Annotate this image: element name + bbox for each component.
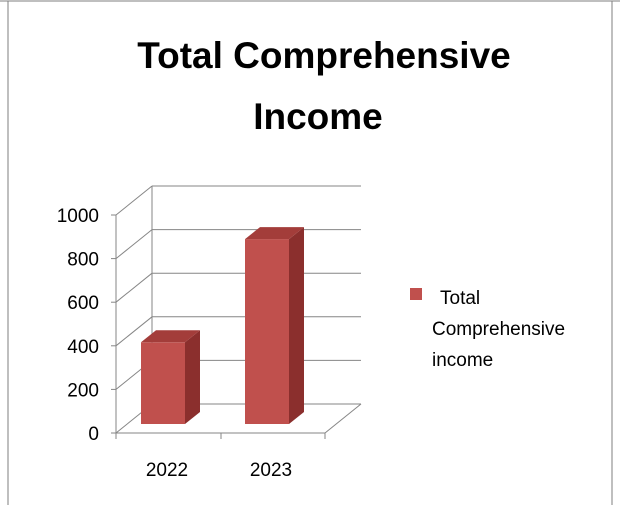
y-tick-label-600: 600 [67, 293, 99, 314]
y-axis-ticks: 0 200 400 600 800 1000 [57, 206, 116, 445]
bar-front-2022 [141, 342, 185, 424]
floor-right-edge [324, 403, 362, 434]
x-axis-ticks: 2022 2023 [115, 433, 326, 481]
bar-top-2023 [245, 227, 304, 240]
legend-label-line-1: Total [440, 288, 480, 309]
gridline-side-1000 [115, 185, 153, 216]
x-tick-label-2023: 2023 [250, 460, 292, 481]
chart-title-line-2: Income [253, 96, 383, 137]
gridline-side-400 [115, 316, 153, 347]
bar-top-2022 [141, 330, 200, 343]
legend-label-line-3: income [432, 350, 493, 371]
chart-title-line-1: Total Comprehensive [137, 35, 511, 76]
gridline-side-600 [115, 272, 153, 303]
bar-front-2023 [245, 239, 289, 424]
legend: Total Comprehensive income [410, 288, 565, 371]
y-tick-label-200: 200 [67, 380, 99, 401]
y-tick-label-800: 800 [67, 250, 99, 271]
bar-side-2023 [289, 227, 304, 424]
y-tick-label-0: 0 [88, 424, 99, 445]
bar-side-2022 [185, 330, 200, 424]
gridline-side-800 [115, 229, 153, 259]
bars [141, 227, 304, 424]
x-tick-label-2022: 2022 [146, 460, 188, 481]
legend-label-line-2: Comprehensive [432, 319, 565, 340]
y-tick-label-1000: 1000 [57, 206, 99, 227]
legend-swatch [410, 288, 422, 300]
y-tick-label-400: 400 [67, 337, 99, 358]
